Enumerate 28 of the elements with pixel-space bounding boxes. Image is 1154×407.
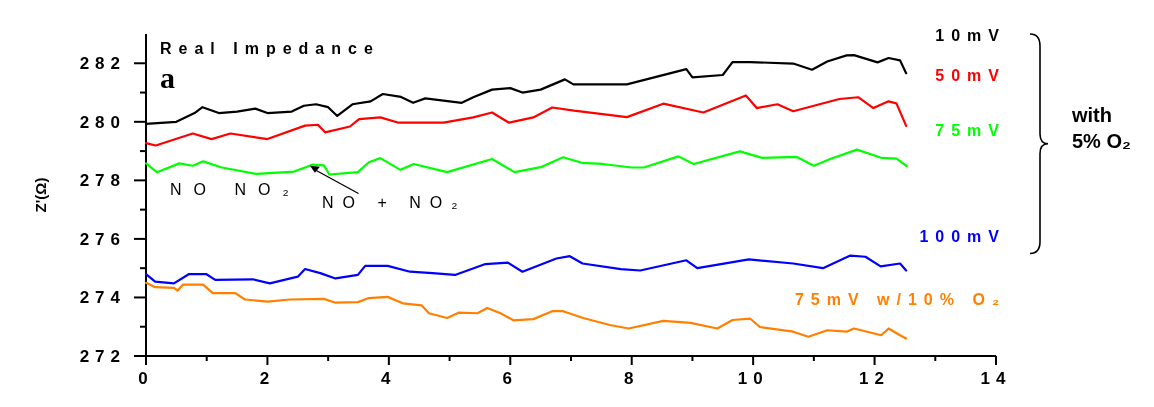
x-tick-label: 12 [859,368,891,388]
line-series [144,94,908,147]
annotation: NO NO₂ [170,181,301,198]
y-tick-label: 278 [79,171,126,191]
line-series [144,254,908,285]
y-tick-label: 276 [79,229,126,249]
text: 50mV [935,67,1006,85]
x-tick-label: 4 [381,368,397,388]
x-tick-label: 10 [737,368,769,388]
text: 10mV [935,27,1006,45]
annotation: NO + NO₂ [322,194,467,212]
y-tick-label: 274 [79,288,126,308]
x-tick-label: 0 [138,368,154,388]
x-tick-label: 6 [502,368,519,388]
series-label: 100mV [919,227,1006,245]
y-axis-title: Z'(Ω) [32,177,49,213]
line-series [144,148,908,176]
text: with 5% O₂ [1071,103,1131,152]
annotation: a [160,61,175,94]
text: 75mV [935,121,1006,139]
series-label: 75mV w/10% O₂ [794,290,1006,308]
y-tick-label: 280 [79,112,126,132]
x-tick-label: 2 [259,368,276,388]
x-tick-label: 14 [980,368,1012,388]
x-tick-label: 8 [623,368,640,388]
y-tick-label: 272 [79,346,126,366]
chart-title: Real Impedance [160,40,380,57]
y-tick-label: 282 [79,54,126,74]
